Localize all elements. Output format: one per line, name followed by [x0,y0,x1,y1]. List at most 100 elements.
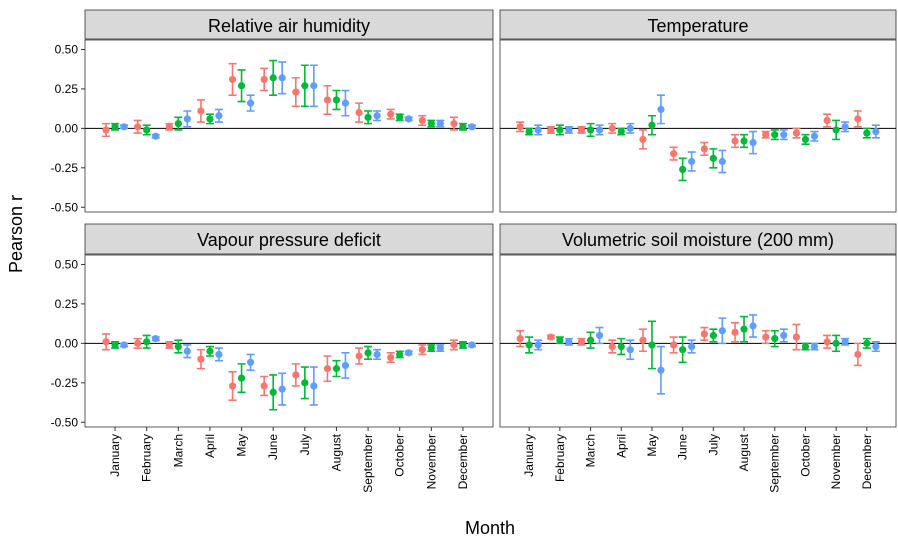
point [700,330,708,338]
point [688,342,696,351]
x-tick-label: June [266,434,280,460]
point [197,107,205,115]
point [801,135,810,144]
point [792,129,801,137]
x-tick-label: November [424,434,438,489]
point [269,388,277,396]
point [841,338,849,346]
point [700,145,708,153]
point [459,123,467,131]
point [436,344,444,352]
point [396,113,404,121]
point [863,339,871,347]
point [152,132,160,140]
y-tick-label: 0.50 [55,42,79,56]
point [355,352,363,360]
point [854,115,862,123]
point [418,116,426,125]
point [556,336,564,344]
point [565,126,573,134]
point [323,96,332,104]
point [174,120,182,128]
point [657,105,665,114]
point [332,365,341,373]
point [278,74,286,82]
point [310,82,318,90]
point [364,349,372,357]
point [648,341,656,349]
point [323,365,332,373]
x-tick-label: January [108,434,122,477]
x-tick-label: November [829,434,843,489]
point [780,131,788,139]
point [246,99,255,107]
point [688,157,696,166]
point [832,339,840,347]
point [387,353,395,362]
point [709,154,717,162]
point [762,131,770,139]
point [102,126,110,134]
point [111,123,119,131]
point [608,124,616,132]
point [749,138,757,147]
point [364,113,372,121]
point [577,338,586,346]
point [823,338,831,346]
point [134,123,142,131]
point [534,126,542,134]
point [608,342,616,351]
point [215,350,223,359]
point [740,325,748,333]
point [427,120,435,128]
point [436,120,444,128]
point [269,74,277,82]
point [111,341,119,349]
point [749,322,757,330]
point [197,355,205,363]
point [854,350,862,359]
point [595,126,604,134]
point [206,115,214,123]
point [780,331,788,340]
x-tick-label: April [614,434,628,458]
point [228,75,237,84]
point [577,126,586,134]
y-tick-label: 0.00 [55,336,79,350]
point [341,361,350,370]
point [670,341,678,349]
y-tick-label: -0.50 [51,415,79,429]
x-tick-label: July [298,434,312,455]
point [639,336,647,344]
x-tick-label: April [203,434,217,458]
panel-title: Relative air humidity [208,16,370,36]
point [872,342,880,351]
point [679,346,687,354]
x-tick-label: January [522,434,536,477]
point [228,382,237,390]
point [810,342,819,351]
point [206,347,214,355]
point [872,127,880,136]
point [165,341,173,349]
point [278,385,286,393]
point [310,382,318,390]
point [586,336,595,344]
point [771,131,779,139]
point [565,338,573,346]
point [595,331,604,340]
point [237,82,246,90]
strip [84,223,494,255]
y-tick-label: 0.25 [55,297,79,311]
point [396,350,404,359]
point [841,123,849,131]
point [459,341,467,349]
point [143,338,151,346]
point [771,335,779,343]
point [427,344,435,352]
point [143,126,151,134]
point [516,335,524,343]
point [718,157,726,166]
x-tick-label: September [361,434,375,493]
point [341,99,350,107]
